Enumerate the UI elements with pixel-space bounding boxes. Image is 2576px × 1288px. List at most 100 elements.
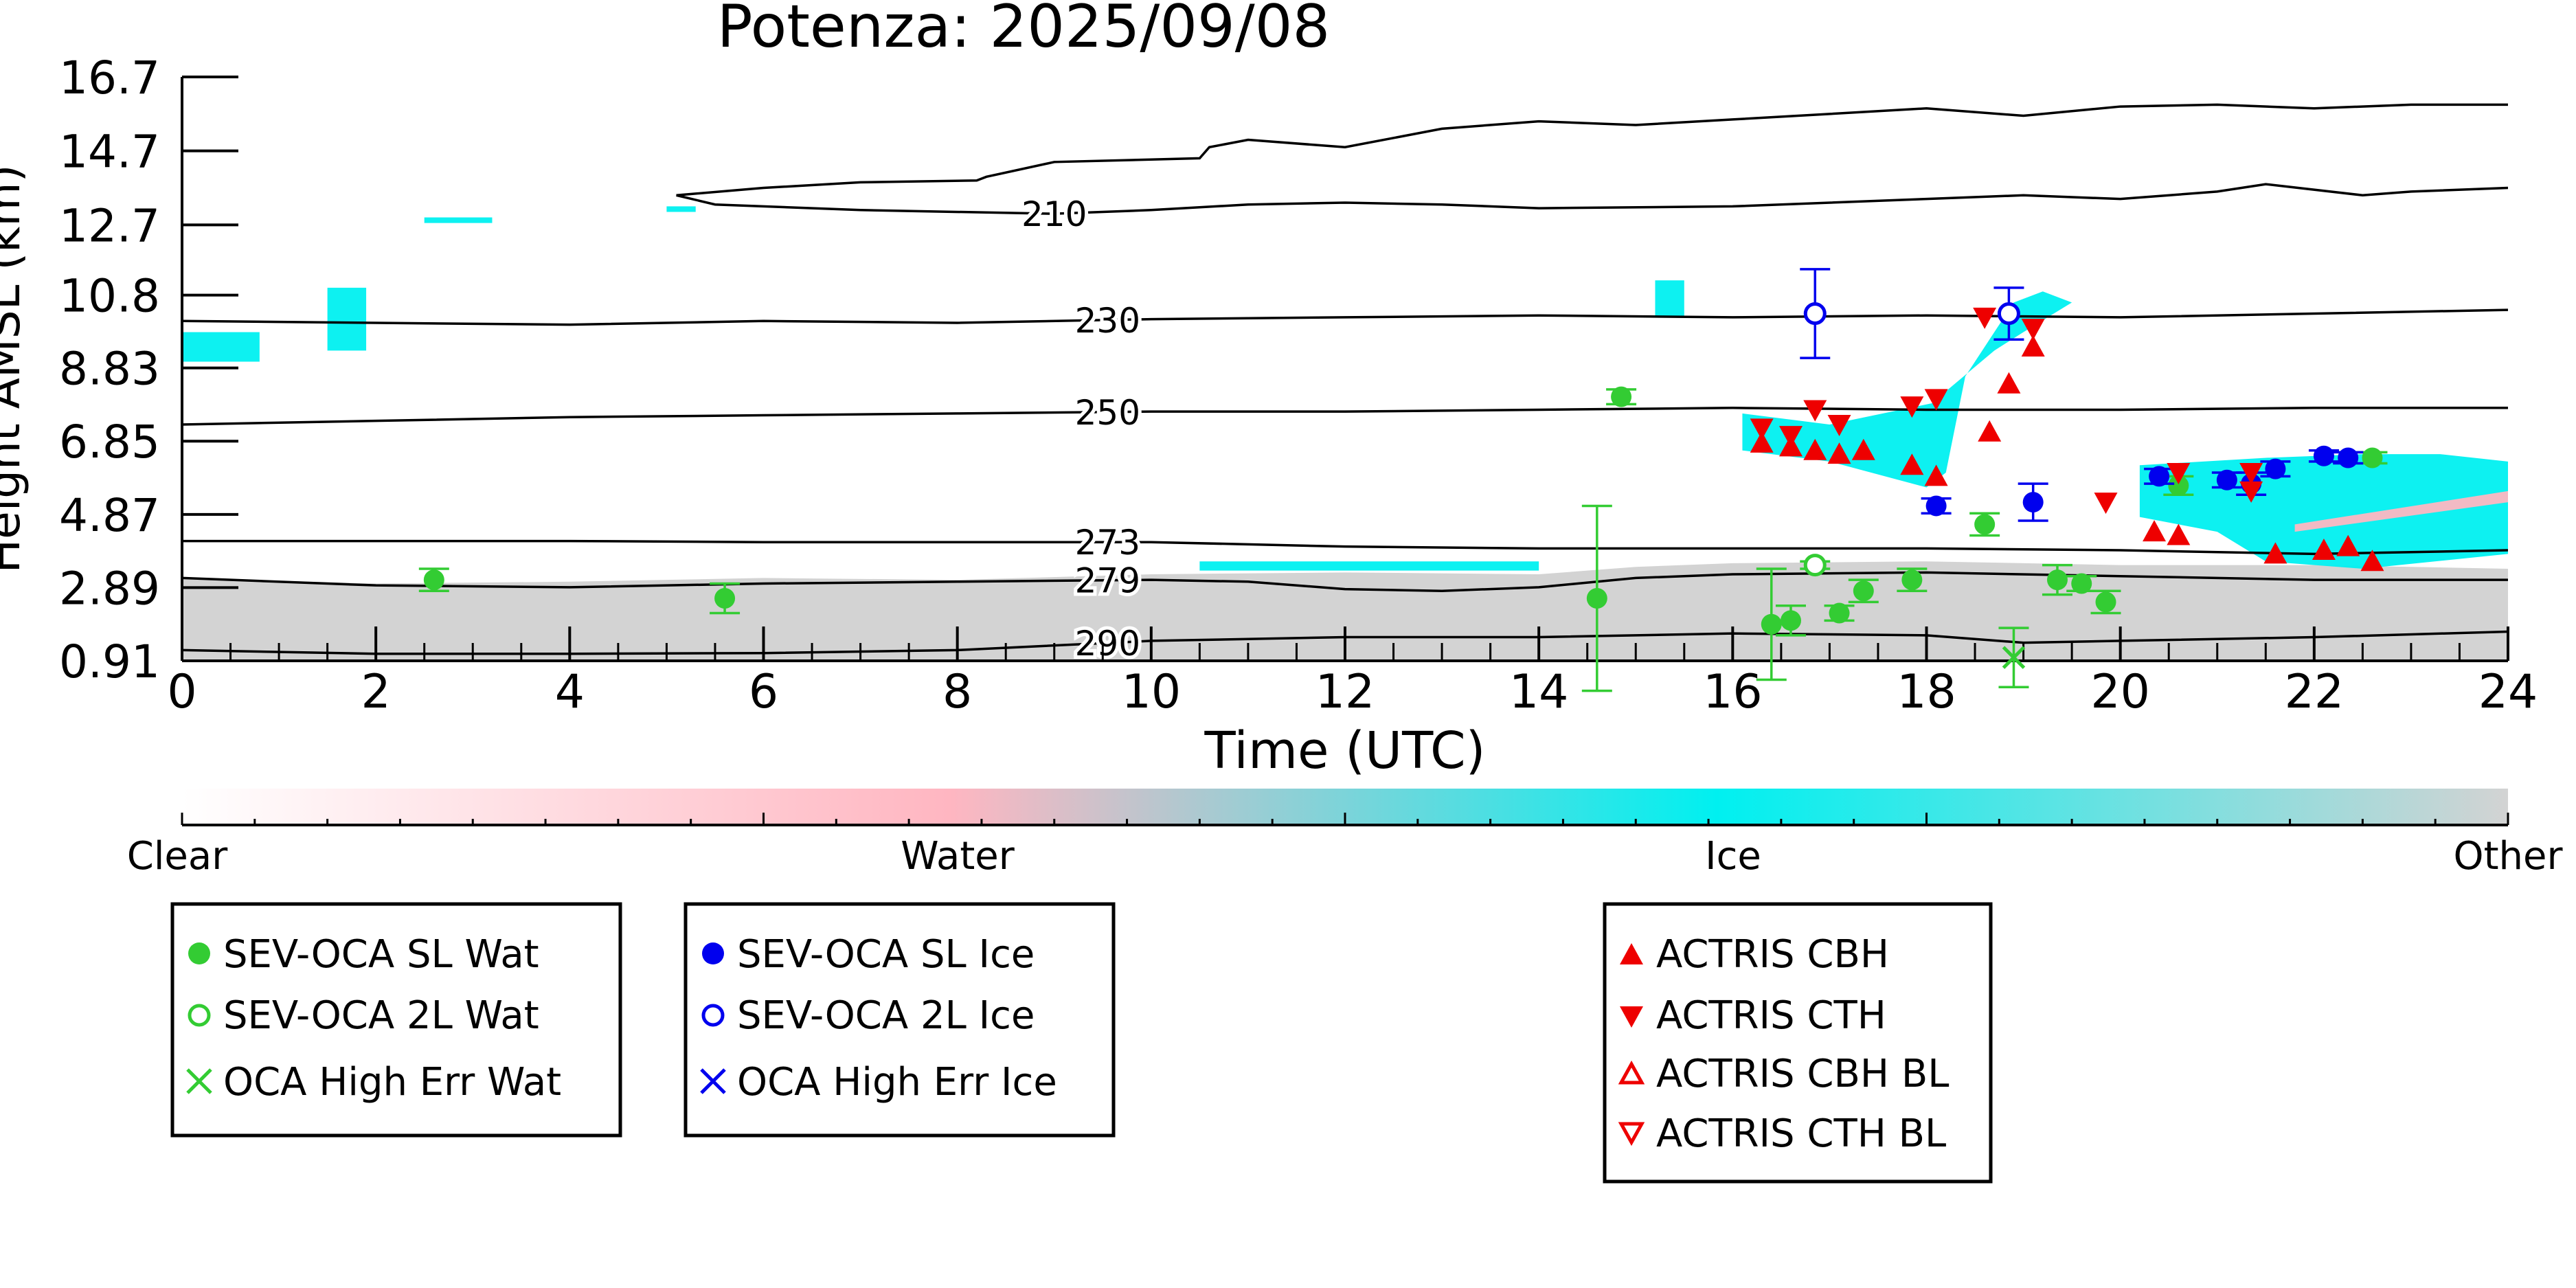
sev-oca-sl-ice-point <box>2313 445 2334 466</box>
sev-oca-sl-wat-point <box>2362 447 2383 468</box>
actris-cth-point <box>1900 396 1924 418</box>
x-tick-label: 18 <box>1897 665 1956 719</box>
contour-line <box>182 630 2508 655</box>
sev-oca-sl-ice-point <box>2338 447 2359 468</box>
y-tick-label: 14.7 <box>59 126 160 179</box>
actris-cth-point <box>2167 462 2191 484</box>
sev-oca-2l-ice-point <box>1997 302 2020 326</box>
actris-cbh-point <box>1851 438 1875 460</box>
sev-oca-sl-wat-point <box>1611 386 1632 407</box>
actris-cbh-point <box>2263 542 2287 564</box>
legend-marker-cth-bl <box>1618 1122 1645 1146</box>
legend-marker-cbh-bl <box>1618 1060 1645 1085</box>
actris-cbh-point <box>2021 335 2045 357</box>
colorbar-label-other: Other <box>2453 834 2563 879</box>
legend-label-higherr-ice: OCA High Err Ice <box>737 1060 1057 1105</box>
contour-label: 210 <box>1021 194 1087 234</box>
x-tick-label: 24 <box>2478 665 2538 719</box>
contour-line <box>182 571 2508 593</box>
oca-high-err-wat-point <box>2002 646 2026 669</box>
sev-oca-sl-ice-point <box>2149 466 2170 487</box>
sev-oca-2l-wat-point <box>1803 554 1827 577</box>
contour-line <box>676 103 2508 197</box>
legend-marker-higherr-ice <box>700 1068 726 1094</box>
contour-label: 273 <box>1075 523 1140 563</box>
mask-region-water <box>2294 490 2508 532</box>
sev-oca-sl-wat-point <box>714 588 736 609</box>
sev-oca-sl-ice-point <box>1925 495 1947 517</box>
legend-label-cbh: ACTRIS CBH <box>1656 932 1889 977</box>
sev-oca-sl-wat-point <box>2046 569 2068 591</box>
actris-cbh-point <box>1827 442 1851 464</box>
actris-cbh-point <box>2336 534 2360 556</box>
mask-region-ice <box>1742 291 2072 488</box>
y-tick-label: 12.7 <box>59 199 160 252</box>
y-tick-label: 16.7 <box>59 52 160 104</box>
y-axis-label: Height AMSL (km) <box>0 165 30 574</box>
contour-label: 230 <box>1075 301 1140 341</box>
sev-oca-sl-wat-point <box>1974 514 1996 535</box>
legend-marker-sl-ice <box>702 942 724 964</box>
legend-water: SEV-OCA SL Wat SEV-OCA 2L Wat OCA High E… <box>170 902 622 1138</box>
sev-oca-sl-wat-point <box>2168 475 2189 496</box>
legend-marker-2l-wat <box>188 1004 211 1027</box>
actris-cth-point <box>2239 481 2263 503</box>
actris-cth-point <box>2094 493 2118 515</box>
legend-marker-cbh <box>1620 943 1643 964</box>
x-tick-label: 22 <box>2285 665 2345 719</box>
sev-oca-sl-ice-point <box>2265 458 2286 479</box>
x-axis-ticks: 0 2 4 6 8 10 12 14 16 18 20 22 24 <box>167 626 2538 719</box>
mask-region-ice <box>327 287 367 351</box>
sev-oca-sl-wat-point <box>1780 610 1801 631</box>
x-tick-label: 8 <box>942 665 972 719</box>
legend-actris: ACTRIS CBH ACTRIS CTH ACTRIS CBH BL ACTR… <box>1603 902 1993 1184</box>
y-tick-label: 4.87 <box>59 489 160 542</box>
y-axis-ticks: 0.91 2.89 4.87 6.85 8.83 10.8 12.7 14.7 16.7 <box>59 52 238 688</box>
actris-cth-point <box>1924 389 1948 411</box>
actris-cbh-point <box>1900 453 1924 475</box>
actris-cbh-point <box>1750 431 1774 453</box>
contour-line <box>676 183 2508 215</box>
colorbar-label-ice: Ice <box>1705 834 1761 879</box>
mask-region-ice <box>1655 280 1684 317</box>
actris-cbh-point <box>2143 520 2167 542</box>
actris-cth-point <box>1803 400 1827 422</box>
legend-marker-2l-ice <box>701 1004 725 1027</box>
y-tick-label: 6.85 <box>59 416 160 468</box>
sev-oca-sl-wat-point <box>2071 573 2092 594</box>
legend-marker-higherr-wat <box>186 1068 212 1094</box>
sev-oca-sl-wat-point <box>2095 591 2116 613</box>
colorbar: Clear Water Ice Other <box>127 789 2563 879</box>
actris-cbh-point <box>1978 420 2002 442</box>
actris-cth-point <box>1973 307 1997 329</box>
actris-cbh-point <box>1924 464 1948 486</box>
mask-region-ice <box>1199 561 1539 571</box>
y-tick-label: 8.83 <box>59 343 160 396</box>
actris-cbh-point <box>2312 539 2336 561</box>
mask-region-ice <box>182 332 260 362</box>
contour-line <box>182 407 2508 426</box>
legend-marker-sl-wat <box>188 942 210 964</box>
sev-oca-sl-wat-point <box>1901 569 1923 591</box>
legend-marker-cth <box>1620 1006 1643 1028</box>
x-tick-label: 0 <box>167 665 196 719</box>
sev-oca-sl-wat-point <box>1586 588 1607 609</box>
legend-label-2l-wat: SEV-OCA 2L Wat <box>223 993 539 1038</box>
x-tick-label: 4 <box>555 665 585 719</box>
x-tick-label: 16 <box>1703 665 1763 719</box>
colorbar-ticks <box>181 813 2509 825</box>
y-tick-label: 2.89 <box>59 562 160 615</box>
legend-label-cth: ACTRIS CTH <box>1656 993 1886 1038</box>
contour-label: 250 <box>1075 393 1140 433</box>
sev-oca-2l-ice-point <box>1803 302 1827 326</box>
legend-label-cth-bl: ACTRIS CTH BL <box>1656 1111 1946 1156</box>
actris-cbh-point <box>1997 372 2021 394</box>
chart-title: Potenza: 2025/09/08 <box>717 0 1330 61</box>
actris-cbh-point <box>2167 523 2191 545</box>
cloud-mask-layer <box>182 206 2508 661</box>
contour-label: 290 <box>1075 624 1140 664</box>
legend-ice: SEV-OCA SL Ice SEV-OCA 2L Ice OCA High E… <box>683 902 1116 1138</box>
sev-oca-sl-wat-point <box>1761 613 1782 635</box>
